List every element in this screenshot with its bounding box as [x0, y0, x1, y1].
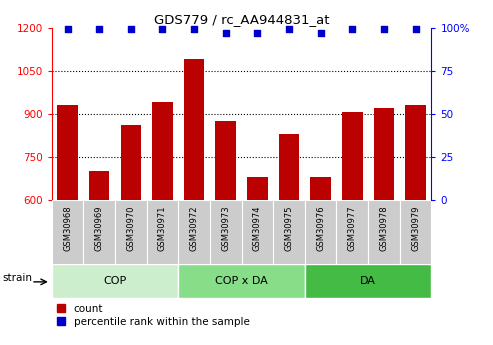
Text: GSM30974: GSM30974	[253, 205, 262, 251]
Bar	[52, 264, 178, 298]
Point	[412, 27, 420, 32]
Bar	[147, 200, 178, 264]
Text: GSM30977: GSM30977	[348, 205, 357, 251]
Bar	[89, 171, 109, 200]
Bar	[178, 264, 305, 298]
Bar	[57, 105, 78, 200]
Text: COP x DA: COP x DA	[215, 276, 268, 286]
Bar	[83, 200, 115, 264]
Bar	[115, 200, 147, 264]
Bar	[305, 200, 336, 264]
Bar	[305, 264, 431, 298]
Point	[159, 27, 167, 32]
Bar	[184, 59, 205, 200]
Text: GSM30969: GSM30969	[95, 205, 104, 251]
Point	[349, 27, 356, 32]
Text: strain: strain	[2, 274, 33, 283]
Bar	[247, 177, 268, 200]
Point	[380, 27, 388, 32]
Text: GSM30973: GSM30973	[221, 205, 230, 251]
Point	[285, 27, 293, 32]
Bar	[405, 105, 426, 200]
Point	[95, 27, 103, 32]
Point	[127, 27, 135, 32]
Bar	[52, 200, 83, 264]
Bar	[273, 200, 305, 264]
Text: GSM30975: GSM30975	[284, 205, 293, 251]
Point	[64, 27, 71, 32]
Text: GSM30979: GSM30979	[411, 205, 420, 251]
Point	[190, 27, 198, 32]
Bar	[336, 200, 368, 264]
Bar	[242, 200, 273, 264]
Bar	[210, 200, 242, 264]
Bar	[400, 200, 431, 264]
Bar	[152, 102, 173, 200]
Text: GSM30971: GSM30971	[158, 205, 167, 251]
Text: GSM30970: GSM30970	[126, 205, 136, 251]
Text: GSM30978: GSM30978	[380, 205, 388, 251]
Bar	[279, 134, 299, 200]
Bar	[374, 108, 394, 200]
Text: DA: DA	[360, 276, 376, 286]
Point	[253, 30, 261, 36]
Point	[317, 30, 324, 36]
Bar	[342, 112, 362, 200]
Point	[222, 30, 230, 36]
Text: COP: COP	[104, 276, 127, 286]
Bar	[215, 121, 236, 200]
Text: GSM30976: GSM30976	[316, 205, 325, 251]
Bar	[121, 125, 141, 200]
Legend: count, percentile rank within the sample: count, percentile rank within the sample	[57, 304, 249, 327]
Title: GDS779 / rc_AA944831_at: GDS779 / rc_AA944831_at	[154, 13, 329, 27]
Bar	[311, 177, 331, 200]
Text: GSM30968: GSM30968	[63, 205, 72, 251]
Bar	[178, 200, 210, 264]
Text: GSM30972: GSM30972	[190, 205, 199, 251]
Bar	[368, 200, 400, 264]
